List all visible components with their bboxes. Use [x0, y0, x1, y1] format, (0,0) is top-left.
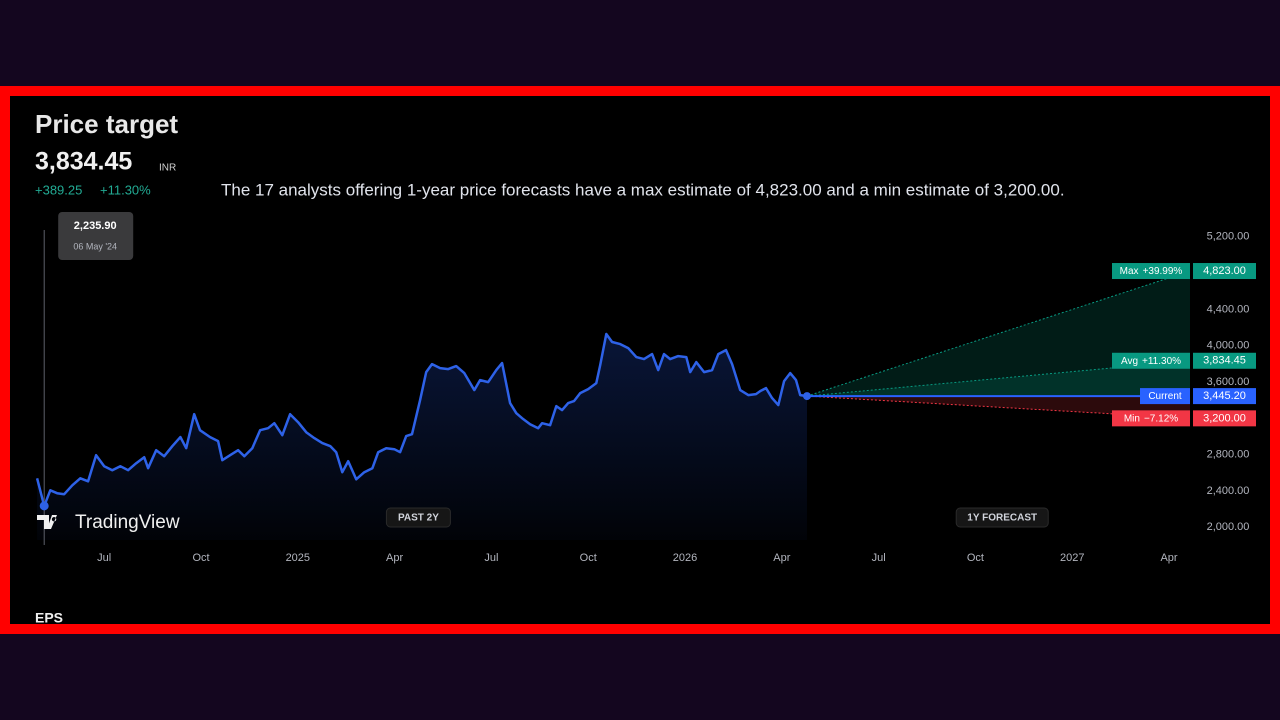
current-price-box [1193, 388, 1256, 405]
target-price: 3,834.45 [1203, 355, 1246, 367]
x-tick-label: Apr [386, 552, 403, 564]
target-price: 4,823.00 [1203, 265, 1246, 277]
target-label-part: +39.99% [1143, 266, 1183, 277]
target-label-part: −7.12% [1144, 413, 1178, 424]
tooltip-value: 2,235.90 [74, 220, 117, 232]
current-label: Current [1148, 391, 1182, 402]
x-tick-label: Jul [872, 552, 886, 564]
currency: INR [159, 163, 176, 174]
change-pct: +11.30% [100, 182, 151, 197]
forecast-area [806, 396, 1190, 419]
change: +389.25 [35, 182, 82, 197]
y-tick-label: 2,800.00 [1207, 449, 1250, 461]
x-tick-label: Jul [97, 552, 111, 564]
tooltip-box [58, 212, 134, 260]
x-tick-label: Oct [580, 552, 597, 564]
x-tick-label: 2027 [1060, 552, 1084, 564]
target-label-part: +11.30% [1142, 355, 1181, 366]
y-tick-label: 4,000.00 [1207, 340, 1250, 352]
area-fill [37, 334, 807, 540]
forecast-area [806, 271, 1190, 397]
price: 3,834.45 [35, 148, 132, 176]
chart: 2,000.00 2,400.00 2,800.00 3,600.00 4,000.00… [35, 212, 1256, 564]
y-tick-label: 2,000.00 [1207, 521, 1250, 533]
last-point [802, 392, 811, 401]
tooltip-date: 06 May '24 [73, 241, 117, 251]
y-tick-label: 3,600.00 [1207, 376, 1250, 388]
current-price: 3,445.20 [1203, 390, 1246, 402]
forecast-line [806, 270, 1191, 397]
target-price-box [1193, 263, 1256, 280]
x-tick-label: Apr [773, 552, 790, 564]
brand-logo [37, 515, 57, 529]
x-tick-label: 2025 [286, 552, 310, 564]
target-label: Min −7.12% [1124, 413, 1178, 424]
current-label-box [1140, 388, 1190, 405]
summary: The 17 analysts offering 1-year price fo… [221, 180, 1065, 199]
x-tick-label: Oct [192, 552, 209, 564]
target-label-box [1112, 352, 1190, 369]
target-label: Avg +11.30% [1121, 355, 1181, 366]
y-tick-label: 2,400.00 [1207, 485, 1250, 497]
target-price-box [1193, 352, 1256, 369]
x-tick-label: Oct [967, 552, 984, 564]
title: Price target [35, 109, 178, 139]
period-badge [955, 507, 1049, 528]
brand: TradingView [75, 512, 180, 533]
y-tick-label: 5,200.00 [1207, 231, 1250, 243]
hover-point [39, 501, 49, 511]
target-price-box [1193, 410, 1256, 427]
period-badge [385, 507, 451, 528]
price-line [35, 332, 808, 508]
y-tick-label: 4,400.00 [1207, 303, 1250, 315]
period-label: 1Y FORECAST [967, 513, 1037, 524]
current-label-part: Current [1148, 391, 1182, 402]
x-tick-label: Jul [484, 552, 498, 564]
x-tick-label: Apr [1160, 552, 1177, 564]
target-label-part: Max [1120, 266, 1139, 277]
target-label-box [1112, 263, 1190, 280]
section-heading: EPS [35, 610, 63, 626]
target-label-box [1112, 410, 1190, 427]
x-tick-label: 2026 [673, 552, 697, 564]
target-label-part: Min [1124, 413, 1140, 424]
red-frame [0, 86, 1280, 634]
target-label: Max +39.99% [1120, 266, 1183, 277]
target-price: 3,200.00 [1203, 412, 1246, 424]
period-label: PAST 2Y [398, 513, 439, 524]
target-label-part: Avg [1121, 355, 1138, 366]
